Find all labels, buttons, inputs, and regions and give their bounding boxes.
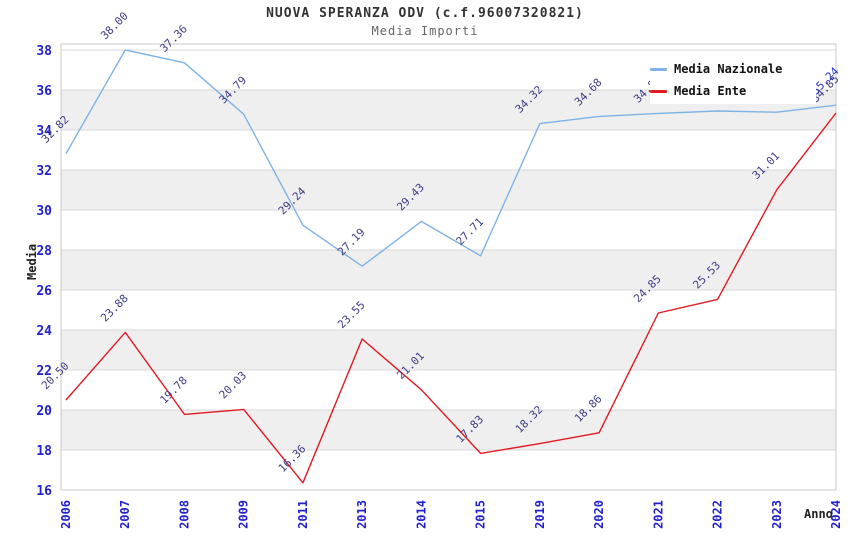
plot-band [61,330,836,370]
y-tick-label: 36 [36,84,52,99]
y-tick-label: 34 [36,124,52,139]
x-tick-label: 2011 [296,500,310,529]
x-axis-title: Anno [804,507,833,521]
y-tick-label: 32 [36,164,52,179]
x-tick-label: 2019 [533,500,547,529]
data-label: 23.55 [335,299,368,332]
x-tick-label: 2024 [829,500,843,529]
x-tick-label: 2023 [770,500,784,529]
legend-line-icon [650,89,667,93]
series-line-media-nazionale [65,49,837,267]
plot-band [61,170,836,210]
data-label: 38.00 [98,10,131,43]
x-tick-label: 2008 [177,500,191,529]
y-tick-label: 20 [36,404,52,419]
y-tick-label: 30 [36,204,52,219]
x-tick-label: 2009 [237,500,251,529]
legend-label: Media Nazionale [674,62,783,76]
y-tick-label: 16 [36,484,52,499]
legend-label: Media Ente [674,84,747,98]
chart-legend: Media Nazionale Media Ente [650,56,816,104]
x-tick-label: 2020 [592,500,606,529]
y-tick-label: 18 [36,444,52,459]
legend-item-media-nazionale: Media Nazionale [650,61,816,77]
x-tick-label: 2022 [711,500,725,529]
chart-title: NUOVA SPERANZA ODV (c.f.96007320821) [266,6,584,21]
x-tick-label: 2013 [355,500,369,529]
y-tick-label: 22 [36,364,52,379]
data-label: 23.88 [98,292,131,325]
x-tick-label: 2006 [59,500,73,529]
y-tick-label: 24 [36,324,52,339]
data-label: 27.71 [454,215,487,248]
y-tick-label: 28 [36,244,52,259]
plot-band [61,250,836,290]
x-tick-label: 2021 [651,500,665,529]
x-tick-label: 2015 [474,500,488,529]
plot-band [61,410,836,450]
data-label: 20.03 [217,369,250,402]
y-tick-label: 38 [36,44,52,59]
x-tick-label: 2007 [118,500,132,529]
y-tick-label: 26 [36,284,52,299]
data-label: 19.78 [157,374,190,407]
x-tick-label: 2014 [414,500,428,529]
plot-border [60,43,837,491]
legend-item-media-ente: Media Ente [650,83,816,99]
y-axis-title: Media [25,243,39,280]
chart-subtitle: Media Importi [371,24,479,38]
legend-line-icon [650,67,667,71]
series-line-media-ente [65,112,837,484]
